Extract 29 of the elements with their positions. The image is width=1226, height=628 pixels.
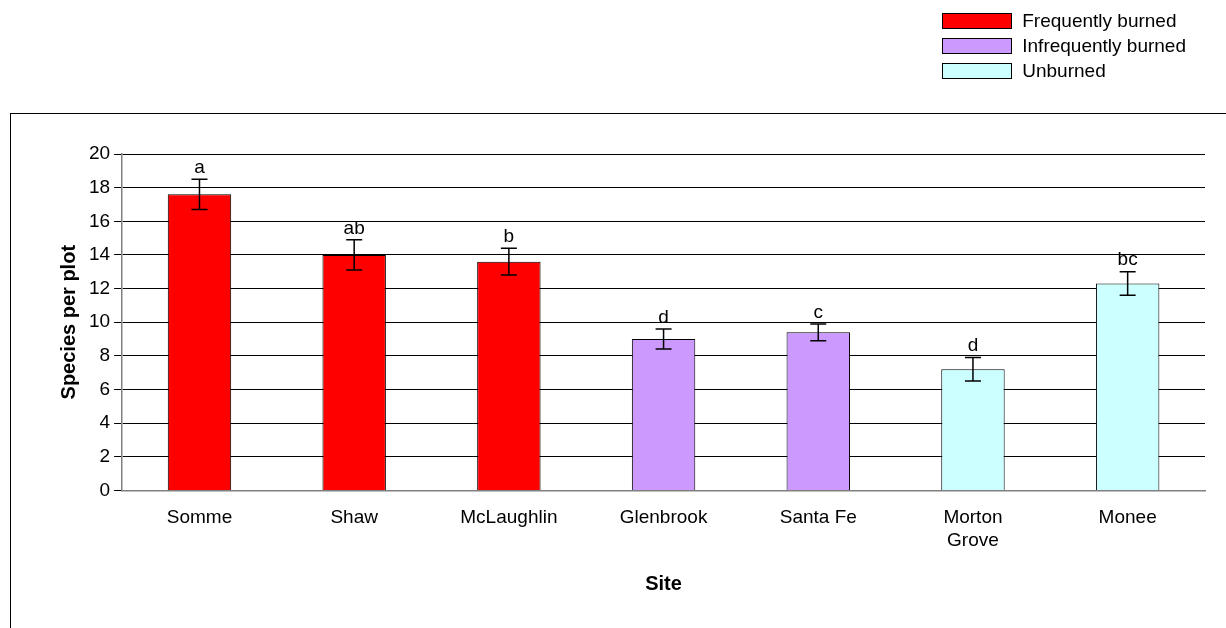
x-tick-label: Morton Grove [943, 506, 1003, 550]
x-tick-label: Monee [1098, 506, 1157, 528]
y-tick-label: 10 [88, 310, 111, 332]
legend-label: Frequently burned [1022, 9, 1177, 32]
x-tick-label: Somme [166, 506, 233, 528]
x-tick-label: McLaughlin [460, 506, 558, 528]
y-tick-label: 6 [99, 377, 111, 399]
y-tick-label: 4 [99, 411, 111, 433]
x-tick-label: Santa Fe [779, 506, 857, 528]
y-tick-label: 8 [99, 344, 111, 366]
annotation: b [503, 224, 515, 246]
y-tick-label: 20 [88, 142, 111, 164]
annotation: bc [1117, 248, 1138, 270]
y-tick-label: 14 [88, 243, 111, 265]
x-tick-label: Glenbrook [619, 506, 708, 528]
y-axis-title: Species per plot [56, 244, 79, 400]
annotation: ab [343, 216, 365, 238]
legend-label: Infrequently burned [1022, 34, 1186, 57]
annotation: d [967, 334, 979, 356]
y-tick-label: 12 [88, 276, 111, 298]
y-tick-label: 16 [88, 209, 111, 231]
y-tick-label: 18 [88, 175, 111, 197]
annotation: c [813, 300, 824, 322]
y-tick-label: 0 [99, 478, 111, 500]
legend-label: Unburned [1022, 59, 1106, 82]
annotation: a [194, 155, 206, 177]
x-tick-label: Shaw [330, 506, 379, 528]
x-axis-title: Site [645, 571, 682, 594]
y-tick-label: 2 [99, 444, 111, 466]
